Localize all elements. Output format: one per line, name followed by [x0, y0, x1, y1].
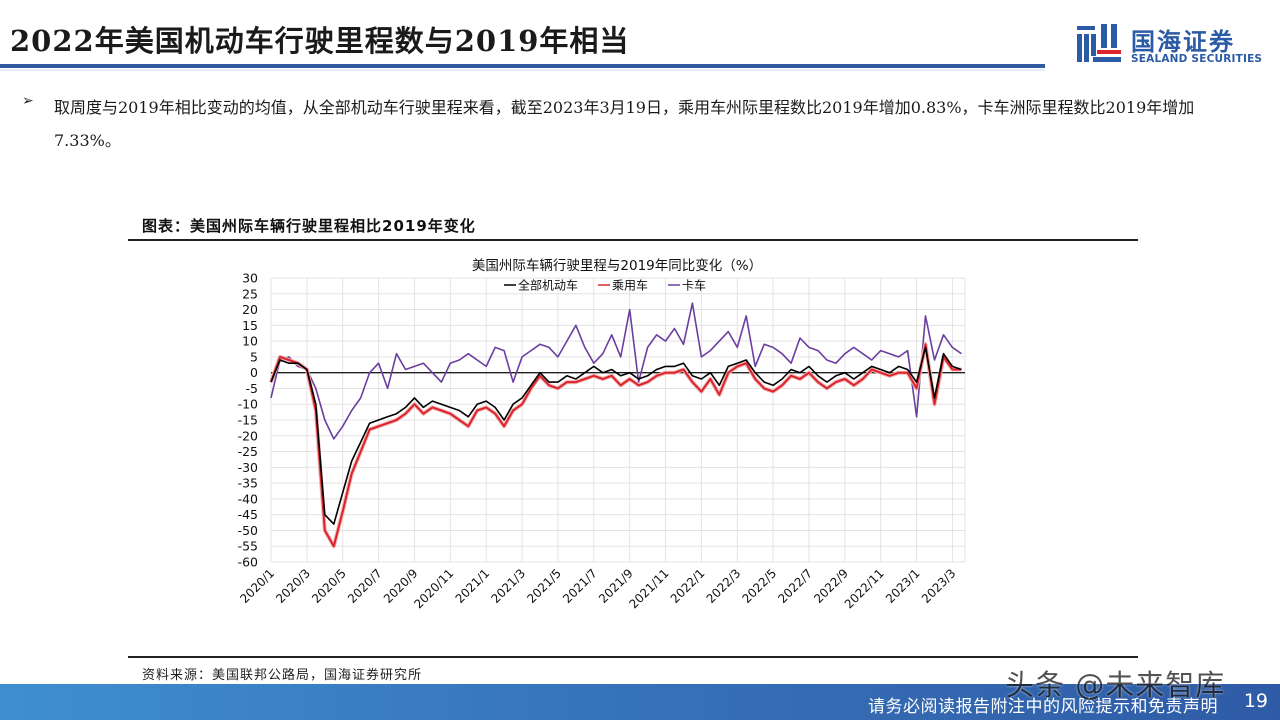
y-tick-label: -15 — [238, 413, 258, 428]
y-tick-label: -40 — [238, 491, 258, 506]
y-tick-label: 5 — [250, 349, 258, 364]
y-tick-label: -10 — [238, 397, 258, 412]
x-tick-label: 2022/7 — [775, 566, 815, 606]
chart-series — [269, 302, 962, 549]
y-tick-label: -50 — [238, 523, 258, 538]
title-divider — [0, 64, 1045, 68]
x-tick-label: 2021/7 — [560, 566, 600, 606]
y-tick-label: 15 — [242, 318, 258, 333]
x-tick-label: 2021/5 — [524, 566, 564, 606]
x-tick-label: 2021/11 — [626, 566, 671, 611]
x-tick-label: 2020/7 — [345, 566, 385, 606]
series-line-0 — [270, 346, 962, 525]
series-line-1 — [270, 343, 962, 548]
legend-label: 全部机动车 — [518, 278, 578, 293]
x-tick-label: 2020/1 — [237, 566, 277, 606]
bullet-text: 取周度与2019年相比变动的均值，从全部机动车行驶里程来看，截至2023年3月1… — [54, 98, 1195, 150]
chart-title: 美国州际车辆行驶里程与2019年同比变化（%） — [472, 257, 762, 274]
chart-legend: 全部机动车 乘用车 卡车 — [504, 278, 706, 293]
footer-bar: 请务必阅读报告附注中的风险提示和免责声明 19 — [0, 684, 1280, 720]
page-title: 2022年美国机动车行驶里程数与2019年相当 — [10, 24, 630, 58]
figure-bottom-rule — [128, 656, 1138, 658]
logo-english-name: SEALAND SECURITIES — [1131, 53, 1263, 65]
y-tick-label: -55 — [238, 539, 258, 554]
x-tick-label: 2022/3 — [704, 566, 744, 606]
figure-caption: 图表：美国州际车辆行驶里程相比2019年变化 — [142, 217, 476, 235]
y-tick-label: 30 — [242, 271, 258, 286]
y-tick-label: -20 — [238, 428, 258, 443]
y-tick-label: 25 — [242, 286, 258, 301]
y-tick-label: -60 — [238, 555, 258, 570]
x-tick-label: 2022/5 — [739, 566, 779, 606]
company-logo: 国海证券 SEALAND SECURITIES — [1075, 20, 1265, 70]
x-tick-label: 2021/1 — [453, 566, 493, 606]
y-tick-label: 20 — [242, 302, 258, 317]
disclaimer-text: 请务必阅读报告附注中的风险提示和免责声明 — [868, 697, 1218, 717]
x-tick-label: 2020/5 — [309, 566, 349, 606]
logo-chinese-name: 国海证券 — [1131, 28, 1235, 56]
y-tick-label: 10 — [242, 334, 258, 349]
y-tick-label: -5 — [246, 381, 258, 396]
page-number: 19 — [1243, 690, 1268, 712]
arrow-bullet-icon: ➢ — [22, 93, 34, 109]
x-tick-label: 2020/3 — [273, 566, 313, 606]
y-tick-label: -45 — [238, 507, 258, 522]
data-source-note: 资料来源：美国联邦公路局，国海证券研究所 — [142, 668, 423, 683]
x-axis-tick-labels: 2020/12020/32020/52020/72020/92020/11202… — [237, 566, 958, 611]
legend-label: 卡车 — [682, 278, 706, 293]
y-tick-label: -30 — [238, 460, 258, 475]
figure-top-rule — [128, 239, 1138, 241]
watermark: 头条 @未来智库 — [1005, 668, 1226, 702]
y-tick-label: -25 — [238, 444, 258, 459]
x-tick-label: 2022/1 — [668, 566, 708, 606]
legend-label: 乘用车 — [612, 278, 648, 293]
x-tick-label: 2021/3 — [488, 566, 528, 606]
y-tick-label: -35 — [238, 476, 258, 491]
title-divider-shadow — [0, 69, 1045, 71]
x-tick-label: 2023/3 — [919, 566, 959, 606]
y-axis-tick-labels: 302520151050-5-10-15-20-25-30-35-40-45-5… — [238, 271, 258, 570]
sealand-logo-icon — [1077, 24, 1121, 62]
chart-gridlines — [270, 277, 966, 563]
x-tick-label: 2022/11 — [842, 566, 887, 611]
series-line-2 — [270, 302, 962, 440]
x-tick-label: 2023/1 — [883, 566, 923, 606]
x-tick-label: 2020/11 — [411, 566, 456, 611]
y-tick-label: 0 — [250, 365, 258, 380]
